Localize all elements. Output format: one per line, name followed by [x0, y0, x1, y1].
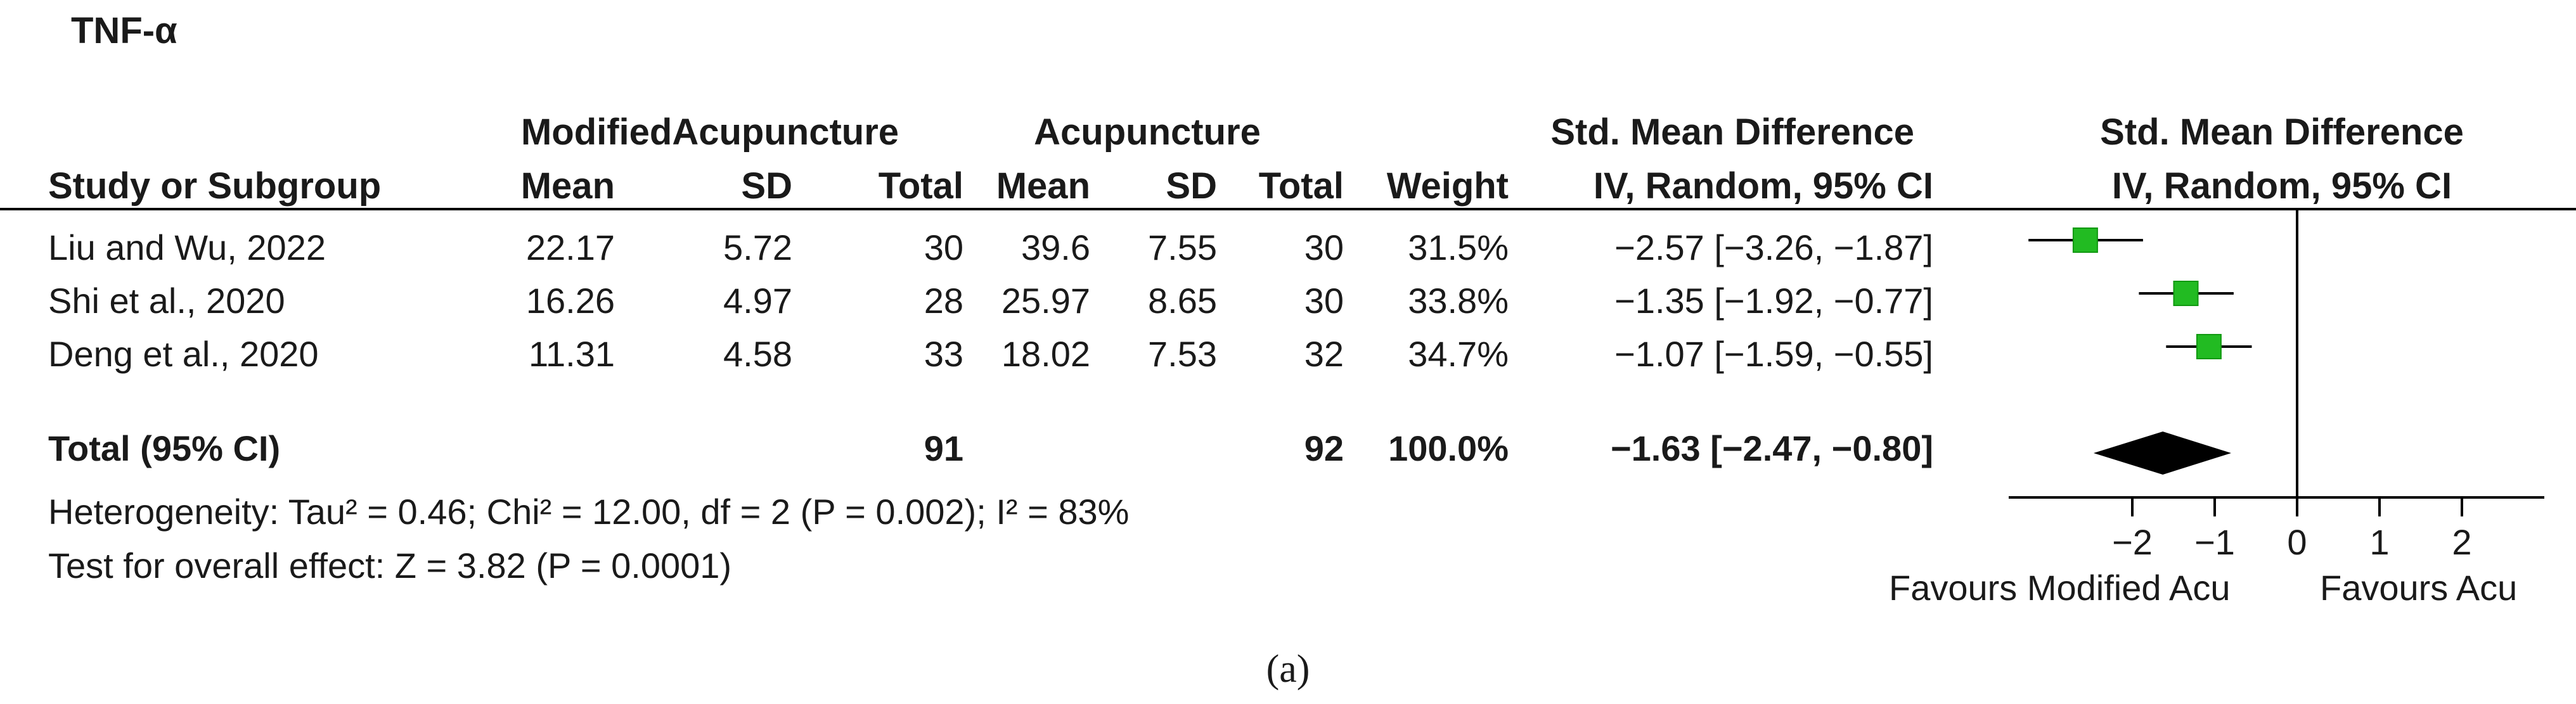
study-header: Study or Subgroup [48, 165, 382, 207]
smd-col-header: Std. Mean Difference [1550, 112, 1914, 153]
weight-header: Weight [1386, 165, 1509, 207]
total1-header: Total [878, 165, 963, 207]
total2-value: 32 [1304, 334, 1344, 374]
total-weight: 100.0% [1388, 428, 1509, 468]
total2-header: Total [1258, 165, 1344, 207]
mean1-value: 11.31 [529, 334, 615, 374]
total1-sum: 91 [924, 428, 963, 468]
favours-right-label: Favours Acu [2320, 568, 2518, 608]
chart-title: TNF-α [71, 10, 177, 51]
weight-value: 33.8% [1408, 281, 1509, 321]
heterogeneity-text: Heterogeneity: Tau² = 0.46; Chi² = 12.00… [48, 492, 1130, 532]
sd1-value: 4.58 [723, 334, 792, 374]
mean2-value: 18.02 [1001, 334, 1090, 374]
sd2-header: SD [1166, 165, 1217, 207]
weight-value: 31.5% [1408, 227, 1509, 267]
x-tick-label: −2 [2112, 522, 2153, 562]
smd-sub-header: IV, Random, 95% CI [1593, 165, 1933, 207]
sd1-value: 5.72 [723, 227, 792, 267]
study-name: Deng et al., 2020 [48, 334, 319, 374]
mean2-header: Mean [996, 165, 1090, 207]
sd1-header: SD [741, 165, 792, 207]
ci-value: −2.57 [−3.26, −1.87] [1614, 227, 1933, 267]
overall-effect-text: Test for overall effect: Z = 3.82 (P = 0… [48, 546, 732, 586]
figure-caption: (a) [1266, 648, 1310, 691]
mean1-header: Mean [520, 165, 615, 207]
group2-header: Acupuncture [1034, 112, 1261, 153]
mean1-value: 16.26 [525, 281, 615, 321]
x-tick-label: 2 [2452, 522, 2471, 562]
sd1-value: 4.97 [723, 281, 792, 321]
group1-header: ModifiedAcupuncture [520, 112, 899, 153]
x-tick-label: 1 [2369, 522, 2389, 562]
sd2-value: 8.65 [1148, 281, 1217, 321]
total2-value: 30 [1304, 281, 1344, 321]
study-name: Shi et al., 2020 [48, 281, 285, 321]
ci-value: −1.07 [−1.59, −0.55] [1614, 334, 1933, 374]
study-marker [2196, 334, 2222, 359]
x-tick-label: −1 [2194, 522, 2235, 562]
ci-value: −1.35 [−1.92, −0.77] [1614, 281, 1933, 321]
sd2-value: 7.53 [1148, 334, 1217, 374]
total1-value: 30 [924, 227, 963, 267]
plot-sub-header: IV, Random, 95% CI [2111, 165, 2452, 207]
x-tick-label: 0 [2287, 522, 2307, 562]
plot-col-header: Std. Mean Difference [2100, 112, 2464, 153]
pooled-diamond [2093, 432, 2231, 475]
study-name: Liu and Wu, 2022 [48, 227, 326, 267]
total1-value: 28 [924, 281, 963, 321]
mean1-value: 22.17 [525, 227, 615, 267]
total2-value: 30 [1304, 227, 1344, 267]
pooled-ci-value: −1.63 [−2.47, −0.80] [1610, 428, 1933, 468]
total2-sum: 92 [1304, 428, 1344, 468]
study-marker [2173, 281, 2199, 306]
study-marker [2072, 227, 2098, 253]
sd2-value: 7.55 [1148, 227, 1217, 267]
weight-value: 34.7% [1408, 334, 1509, 374]
favours-left-label: Favours Modified Acu [1889, 568, 2231, 608]
mean2-value: 39.6 [1021, 227, 1090, 267]
total1-value: 33 [924, 334, 963, 374]
mean2-value: 25.97 [1001, 281, 1090, 321]
total-label: Total (95% CI) [48, 428, 281, 468]
plot-layer: −2 −1 0 1 2 [2009, 209, 2544, 562]
